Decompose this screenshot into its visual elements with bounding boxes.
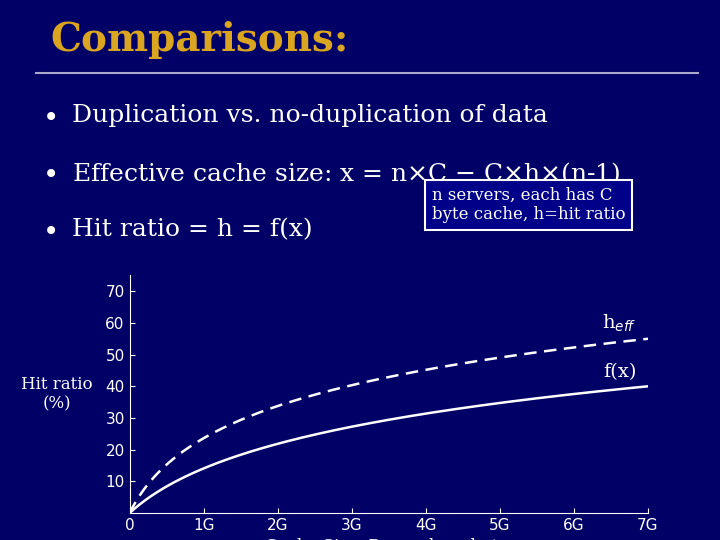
Text: n servers, each has C
byte cache, h=hit ratio: n servers, each has C byte cache, h=hit … — [432, 187, 626, 223]
Text: f(x): f(x) — [603, 363, 637, 382]
Text: •: • — [43, 161, 60, 188]
Text: Comparisons:: Comparisons: — [50, 21, 348, 59]
X-axis label: Cache Size  Proxy.chu.edu.tw: Cache Size Proxy.chu.edu.tw — [265, 538, 513, 540]
Text: Effective cache size: x = n$\times$C $-$ C$\times$h$\times$(n-1): Effective cache size: x = n$\times$C $-$… — [72, 161, 621, 187]
Text: Duplication vs. no-duplication of data: Duplication vs. no-duplication of data — [72, 104, 548, 127]
Text: h$_{eff}$: h$_{eff}$ — [603, 313, 637, 334]
Y-axis label: Hit ratio
(%): Hit ratio (%) — [21, 376, 93, 413]
Text: Hit ratio = h = f(x): Hit ratio = h = f(x) — [72, 218, 312, 241]
Text: •: • — [43, 218, 60, 246]
Text: •: • — [43, 104, 60, 132]
